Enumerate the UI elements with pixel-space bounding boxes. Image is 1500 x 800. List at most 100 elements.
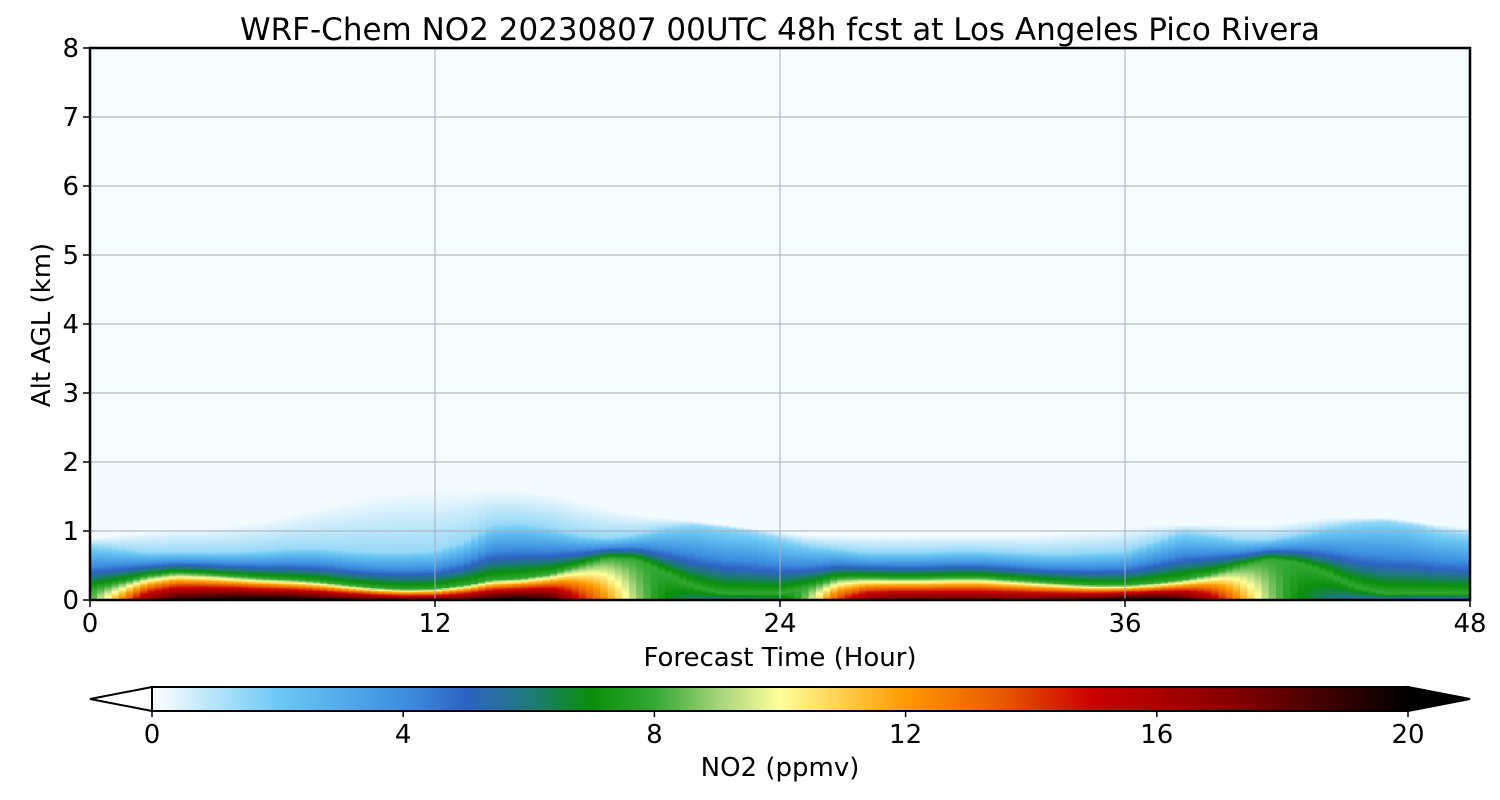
no2-cell: [147, 492, 156, 495]
no2-cell: [248, 590, 256, 593]
no2-cell: [90, 591, 98, 594]
no2-cell: [133, 576, 141, 579]
no2-cell: [90, 595, 98, 598]
no2-cell: [125, 532, 134, 535]
no2-cell: [391, 584, 400, 587]
no2-cell: [205, 500, 213, 503]
no2-cell: [97, 506, 105, 509]
no2-cell: [219, 508, 228, 511]
no2-cell: [377, 510, 386, 513]
no2-cell: [97, 519, 105, 522]
no2-cell: [399, 524, 407, 527]
no2-cell: [154, 521, 163, 524]
no2-cell: [276, 584, 285, 587]
no2-cell: [363, 557, 371, 560]
no2-cell: [348, 566, 357, 569]
no2-cell: [183, 495, 192, 498]
no2-cell: [284, 597, 292, 600]
no2-cell: [111, 542, 120, 545]
no2-cell: [435, 569, 443, 572]
no2-cell: [197, 488, 206, 491]
no2-cell: [377, 473, 386, 476]
no2-cell: [90, 533, 98, 536]
no2-cell: [298, 569, 307, 572]
no2-cell: [161, 486, 170, 489]
no2-cell: [298, 513, 307, 516]
no2-cell: [413, 486, 422, 489]
no2-cell: [399, 515, 407, 518]
no2-cell: [384, 485, 393, 488]
no2-cell: [97, 521, 105, 524]
no2-cell: [327, 559, 335, 562]
no2-cell: [255, 513, 264, 516]
no2-cell: [312, 497, 321, 500]
no2-cell: [104, 496, 113, 499]
no2-cell: [190, 539, 199, 542]
no2-cell: [248, 522, 256, 525]
no2-cell: [276, 531, 285, 533]
no2-cell: [391, 463, 400, 466]
no2-cell: [363, 522, 371, 525]
no2-cell: [104, 577, 113, 580]
no2-cell: [298, 532, 307, 535]
no2-cell: [435, 557, 443, 560]
no2-cell: [205, 478, 213, 481]
no2-cell: [427, 485, 436, 488]
no2-cell: [90, 515, 98, 518]
no2-cell: [298, 526, 307, 529]
no2-cell: [161, 462, 170, 464]
no2-cell: [435, 539, 443, 542]
no2-cell: [370, 473, 379, 476]
no2-cell: [298, 504, 307, 507]
no2-cell: [370, 543, 379, 546]
no2-cell: [255, 559, 264, 562]
no2-cell: [169, 504, 177, 507]
no2-cell: [377, 586, 386, 589]
no2-cell: [133, 519, 141, 522]
no2-cell: [327, 513, 335, 516]
no2-cell: [348, 576, 357, 579]
no2-cell: [104, 481, 113, 484]
no2-cell: [154, 546, 163, 549]
no2-cell: [355, 564, 364, 567]
no2-cell: [312, 542, 321, 545]
no2-cell: [240, 463, 249, 466]
no2-cell: [341, 517, 350, 520]
no2-cell: [305, 577, 314, 580]
no2-cell: [248, 559, 256, 562]
no2-cell: [406, 508, 415, 511]
no2-cell: [384, 583, 393, 586]
no2-cell: [104, 542, 113, 545]
no2-cell: [399, 595, 407, 598]
no2-cell: [312, 593, 321, 596]
no2-cell: [370, 555, 379, 558]
no2-cell: [334, 504, 343, 507]
no2-cell: [391, 508, 400, 511]
no2-cell: [104, 539, 113, 542]
no2-cell: [205, 488, 213, 491]
no2-cell: [327, 577, 335, 580]
no2-cell: [140, 553, 149, 556]
no2-cell: [169, 597, 177, 600]
no2-cell: [334, 500, 343, 503]
no2-cell: [255, 544, 264, 547]
no2-cell: [212, 554, 220, 557]
no2-cell: [118, 496, 127, 499]
no2-cell: [90, 557, 98, 560]
no2-cell: [97, 471, 105, 474]
no2-cell: [161, 582, 170, 585]
no2-cell: [190, 467, 199, 470]
no2-cell: [183, 555, 192, 558]
no2-cell: [312, 568, 321, 571]
no2-cell: [377, 478, 386, 481]
no2-cell: [355, 490, 364, 493]
no2-cell: [197, 548, 206, 551]
no2-cell: [176, 546, 185, 549]
no2-cell: [399, 463, 407, 466]
no2-cell: [118, 597, 127, 600]
no2-cell: [384, 575, 393, 578]
no2-cell: [226, 550, 235, 553]
no2-cell: [118, 594, 127, 597]
no2-cell: [406, 535, 415, 538]
no2-cell: [384, 525, 393, 528]
